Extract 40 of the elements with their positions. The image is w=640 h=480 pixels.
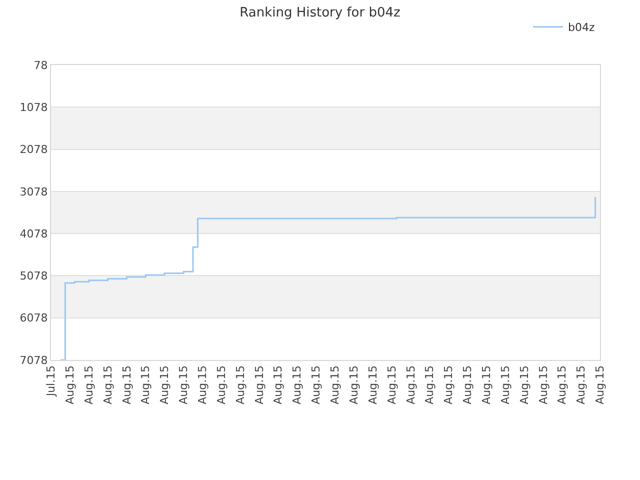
x-tick-label: Aug.15 [574,365,588,404]
x-tick-label: Aug.15 [518,365,531,404]
x-tick-label: Aug.15 [404,365,418,404]
y-tick-label: 3078 [20,185,48,198]
x-tick-label: Aug.15 [290,365,304,404]
legend-label: b04z [568,21,595,34]
y-tick-label: 5078 [20,270,48,283]
x-tick-label: Aug.15 [423,365,436,404]
x-tick-label: Aug.15 [347,365,360,404]
y-tick-label: 78 [34,58,48,72]
y-tick-label: 6078 [20,312,48,325]
x-tick-label: Aug.15 [196,365,210,404]
x-tick-label: Aug.15 [158,365,172,404]
x-tick-label: Jul.15 [44,365,58,398]
y-tick-label: 2078 [20,143,48,156]
x-tick-label: Aug.15 [177,365,190,404]
y-tick-label: 1078 [20,100,48,114]
x-tick-label: Aug.15 [498,365,512,404]
x-tick-label: Aug.15 [366,365,380,404]
x-tick-label: Aug.15 [556,365,569,404]
x-tick-label: Aug.15 [272,365,285,404]
x-tick-label: Aug.15 [234,365,247,404]
x-tick-label: Aug.15 [64,365,77,404]
x-tick-label: Aug.15 [101,365,114,404]
x-tick-label: Aug.15 [480,365,493,404]
y-tick-label: 4078 [20,227,48,240]
y-tick-label: 7078 [20,354,48,367]
x-tick-label: Aug.15 [82,365,96,404]
x-tick-label: Aug.15 [385,365,398,404]
x-tick-label: Aug.15 [310,365,323,404]
x-tick-label: Aug.15 [536,365,550,404]
x-tick-label: Aug.15 [594,365,607,404]
x-tick-label: Aug.15 [139,365,152,404]
x-tick-label: Aug.15 [442,365,456,404]
x-tick-label: Aug.15 [214,365,228,404]
x-tick-label: Aug.15 [252,365,266,404]
x-tick-label: Aug.15 [461,365,474,404]
chart-title: Ranking History for b04z [240,5,401,20]
x-tick-label: Aug.15 [328,365,342,404]
x-tick-label: Aug.15 [120,365,134,404]
